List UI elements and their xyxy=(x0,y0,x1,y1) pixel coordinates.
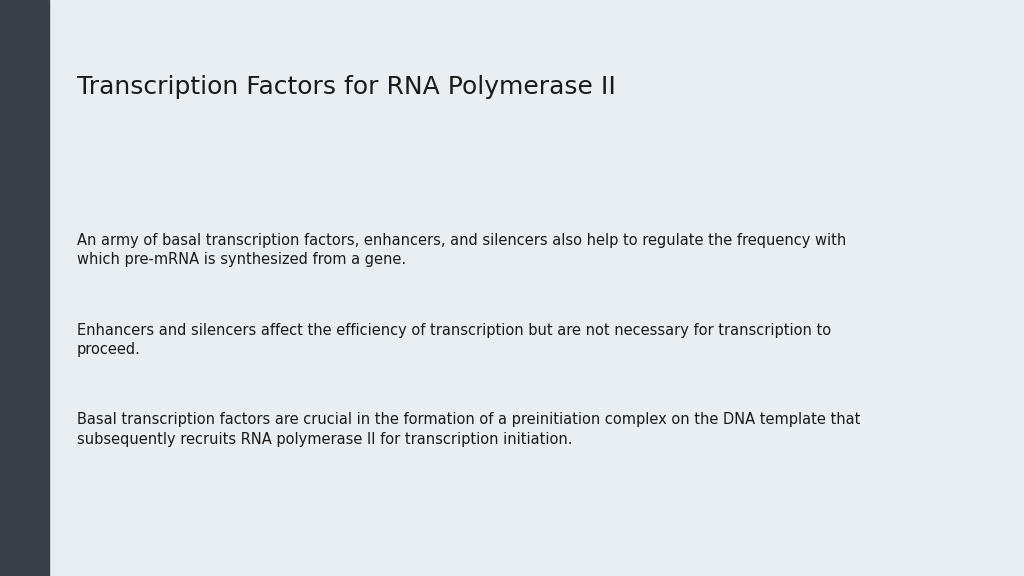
Text: Transcription Factors for RNA Polymerase II: Transcription Factors for RNA Polymerase… xyxy=(77,75,615,99)
Text: Basal transcription factors are crucial in the formation of a preinitiation comp: Basal transcription factors are crucial … xyxy=(77,412,860,446)
Text: An army of basal transcription factors, enhancers, and silencers also help to re: An army of basal transcription factors, … xyxy=(77,233,846,267)
Text: Enhancers and silencers affect the efficiency of transcription but are not neces: Enhancers and silencers affect the effic… xyxy=(77,323,830,357)
